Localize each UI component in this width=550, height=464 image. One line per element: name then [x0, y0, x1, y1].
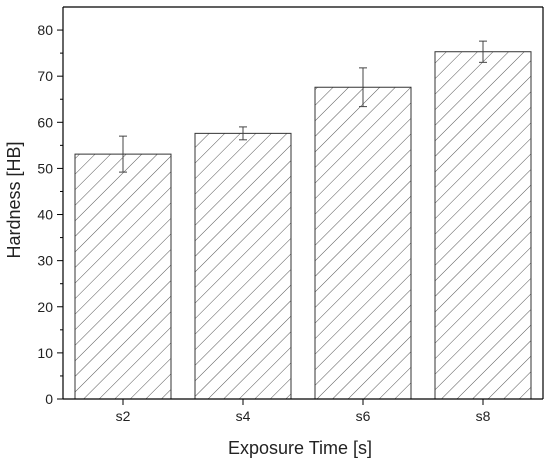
bar-s4 — [194, 132, 292, 400]
y-tick-label-60: 60 — [37, 114, 53, 130]
y-tick-label-80: 80 — [37, 22, 53, 38]
bar-s8 — [434, 51, 532, 400]
axes-layer — [57, 6, 544, 405]
bars-layer — [74, 51, 532, 400]
x-tick-label-s8: s8 — [476, 408, 491, 424]
x-axis-title: Exposure Time [s] — [228, 438, 372, 458]
x-tick-label-s4: s4 — [236, 408, 251, 424]
bar-s6 — [314, 86, 412, 400]
y-tick-label-30: 30 — [37, 253, 53, 269]
x-tick-label-s2: s2 — [116, 408, 131, 424]
y-tick-label-40: 40 — [37, 207, 53, 223]
error-bars-layer — [119, 40, 487, 173]
x-tick-label-s6: s6 — [356, 408, 371, 424]
labels-layer: 0 10 20 30 40 50 60 70 80 s2 s4 s6 s8 — [37, 22, 490, 424]
y-tick-label-0: 0 — [45, 391, 53, 407]
y-tick-label-10: 10 — [37, 345, 53, 361]
y-axis-title: Hardness [HB] — [4, 141, 24, 258]
y-tick-label-20: 20 — [37, 299, 53, 315]
bar-s2 — [74, 153, 172, 400]
y-tick-label-70: 70 — [37, 68, 53, 84]
y-tick-label-50: 50 — [37, 160, 53, 176]
